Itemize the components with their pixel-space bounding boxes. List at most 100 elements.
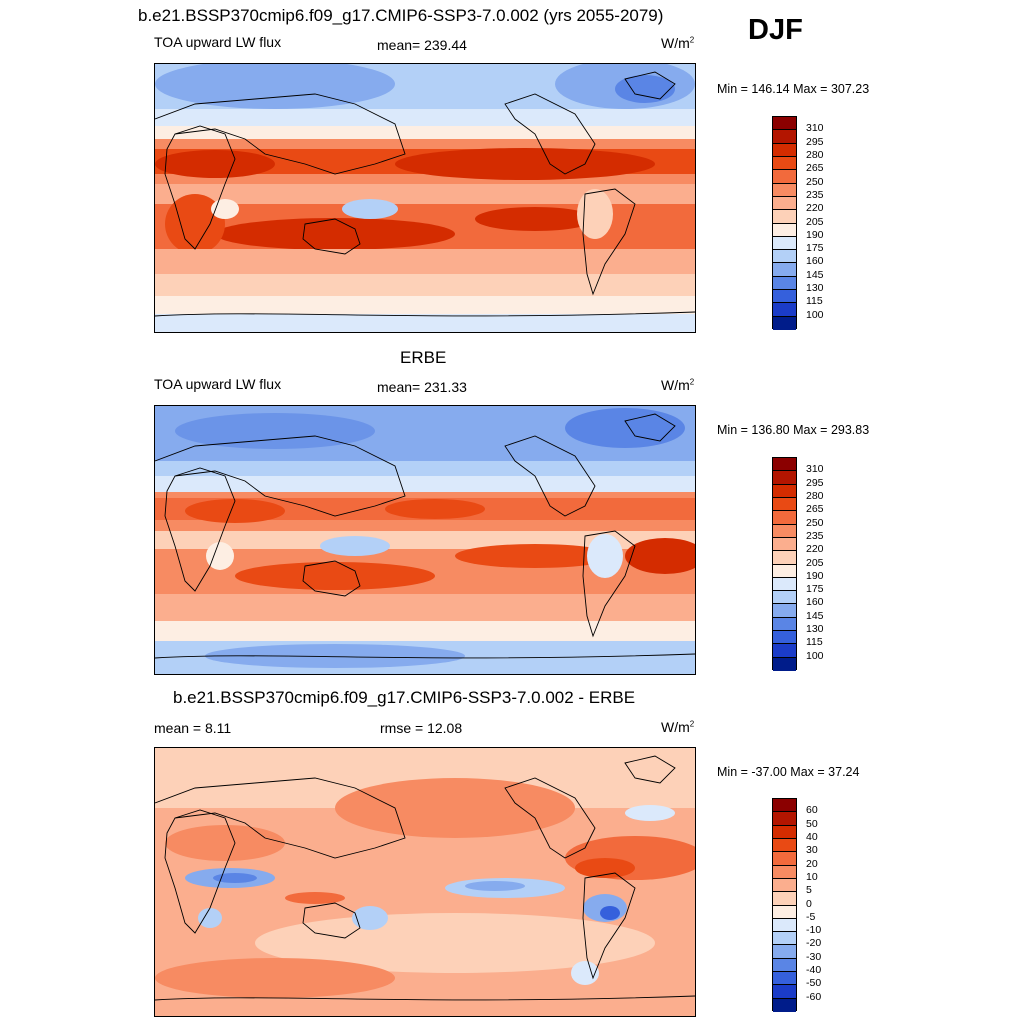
- colorbar-tick-label: 0: [806, 897, 812, 910]
- colorbar-tick-label: -20: [806, 937, 822, 950]
- colorbar-tick-label: 280: [806, 148, 824, 161]
- colorbar-segment: [773, 564, 796, 578]
- panel-obs-units: W/m2: [661, 377, 695, 393]
- colorbar-tick-label: 130: [806, 623, 824, 636]
- colorbar-segment: [773, 865, 796, 879]
- colorbar-segment: [773, 471, 796, 485]
- colorbar-tick-label: 40: [806, 830, 818, 843]
- panel-obs-minmax: Min = 136.80 Max = 293.83: [717, 423, 870, 437]
- colorbar-segment: [773, 852, 796, 866]
- panel-diff-mean-label: mean = 8.11: [154, 720, 232, 736]
- colorbar-segment: [773, 905, 796, 919]
- colorbar-segment: [773, 170, 796, 184]
- colorbar-tick-label: 60: [806, 804, 818, 817]
- colorbar-tick-label: 250: [806, 175, 824, 188]
- panel-obs-title: ERBE: [400, 348, 447, 367]
- colorbar-segment: [773, 617, 796, 632]
- colorbar-tick-label: 115: [806, 295, 823, 308]
- panel-model-title: b.e21.BSSP370cmip6.f09_g17.CMIP6-SSP3-7.…: [138, 6, 664, 25]
- colorbar-tick-label: 130: [806, 282, 824, 295]
- colorbar-tick-label: 30: [806, 844, 818, 857]
- colorbar-segment: [773, 972, 796, 986]
- colorbar-segment: [773, 799, 796, 813]
- colorbar-segment: [773, 276, 796, 291]
- colorbar-segment: [773, 577, 796, 592]
- colorbar-tick-label: 235: [806, 188, 824, 201]
- colorbar-segment: [773, 825, 796, 839]
- colorbar-segment: [773, 551, 796, 565]
- colorbar-tick-label: 100: [806, 308, 824, 321]
- panel-diff-title: b.e21.BSSP370cmip6.f09_g17.CMIP6-SSP3-7.…: [173, 688, 636, 707]
- colorbar-tick-label: 265: [806, 162, 824, 175]
- colorbar-segment: [773, 838, 796, 853]
- colorbar-segment: [773, 537, 796, 552]
- panel-obs-map: [154, 405, 696, 675]
- colorbar-tick-label: 295: [806, 135, 824, 148]
- colorbar-segment: [773, 156, 796, 171]
- colorbar-tick-label: 115: [806, 636, 823, 649]
- colorbar-tick-label: -10: [806, 924, 822, 937]
- colorbar-segment: [773, 958, 796, 973]
- colorbar-segment: [773, 604, 796, 618]
- colorbar-segment: [773, 290, 796, 304]
- panel-obs-colorbar: [772, 457, 797, 671]
- colorbar-tick-label: 220: [806, 543, 824, 556]
- colorbar-segment: [773, 497, 796, 512]
- colorbar-segment: [773, 631, 796, 645]
- colorbar-tick-label: 100: [806, 649, 824, 662]
- panel-diff-map: [154, 747, 696, 1017]
- colorbar-tick-label: 190: [806, 228, 824, 241]
- panel-diff-rmse-label: rmse = 12.08: [380, 720, 463, 736]
- colorbar-segment: [773, 263, 796, 277]
- colorbar-segment: [773, 143, 796, 157]
- colorbar-tick-label: 20: [806, 857, 818, 870]
- colorbar-tick-label: -60: [806, 990, 822, 1003]
- panel-model-colorbar: [772, 116, 797, 330]
- colorbar-segment: [773, 644, 796, 658]
- colorbar-segment: [773, 484, 796, 498]
- colorbar-tick-label: 280: [806, 489, 824, 502]
- colorbar-segment: [773, 458, 796, 472]
- colorbar-tick-label: -5: [806, 910, 816, 923]
- panel-model-minmax: Min = 146.14 Max = 307.23: [717, 82, 870, 96]
- colorbar-tick-label: -40: [806, 964, 822, 977]
- panel-diff-colorbar: [772, 798, 797, 1012]
- colorbar-tick-label: 175: [806, 583, 824, 596]
- colorbar-segment: [773, 932, 796, 946]
- colorbar-segment: [773, 183, 796, 197]
- colorbar-segment: [773, 998, 796, 1012]
- colorbar-segment: [773, 130, 796, 144]
- colorbar-tick-label: 190: [806, 569, 824, 582]
- colorbar-tick-label: 310: [806, 463, 824, 476]
- colorbar-segment: [773, 657, 796, 671]
- season-label: DJF: [748, 14, 803, 46]
- colorbar-tick-label: 235: [806, 529, 824, 542]
- colorbar-segment: [773, 812, 796, 826]
- colorbar-segment: [773, 524, 796, 538]
- panel-model-units: W/m2: [661, 35, 695, 51]
- colorbar-tick-label: 160: [806, 596, 824, 609]
- colorbar-segment: [773, 303, 796, 317]
- colorbar-tick-label: 310: [806, 122, 824, 135]
- panel-obs-variable-label: TOA upward LW flux: [154, 376, 282, 392]
- colorbar-segment: [773, 918, 796, 933]
- colorbar-tick-label: -30: [806, 950, 822, 963]
- colorbar-segment: [773, 892, 796, 906]
- colorbar-segment: [773, 316, 796, 330]
- colorbar-tick-label: 250: [806, 516, 824, 529]
- panel-model-mean-label: mean= 239.44: [377, 37, 467, 53]
- colorbar-segment: [773, 878, 796, 893]
- colorbar-tick-label: -50: [806, 977, 822, 990]
- panel-model-map: [154, 63, 696, 333]
- colorbar-tick-label: 205: [806, 556, 824, 569]
- colorbar-segment: [773, 236, 796, 251]
- panel-diff-units: W/m2: [661, 719, 695, 735]
- colorbar-tick-label: 220: [806, 202, 824, 215]
- colorbar-segment: [773, 223, 796, 237]
- colorbar-tick-label: 265: [806, 503, 824, 516]
- colorbar-tick-label: 5: [806, 884, 812, 897]
- colorbar-tick-label: 205: [806, 215, 824, 228]
- panel-obs-mean-label: mean= 231.33: [377, 379, 467, 395]
- panel-model-variable-label: TOA upward LW flux: [154, 34, 282, 50]
- colorbar-segment: [773, 985, 796, 999]
